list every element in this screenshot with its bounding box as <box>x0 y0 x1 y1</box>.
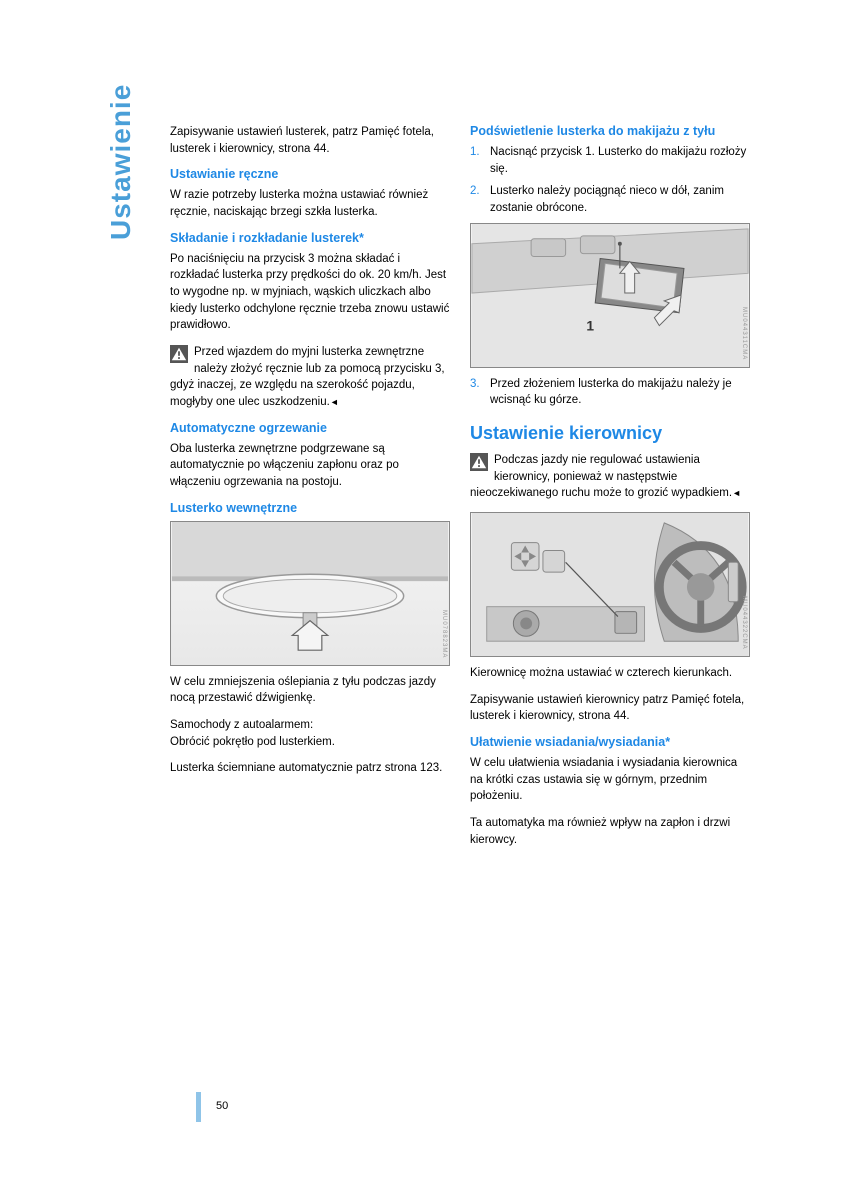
paragraph: Lusterka ściemniane automatycznie patrz … <box>170 760 450 777</box>
heading-steering-wheel: Ustawienie kierownicy <box>470 423 750 444</box>
paragraph: Oba lusterka zewnętrzne podgrzewane są a… <box>170 441 450 491</box>
list-number: 3. <box>470 376 490 409</box>
paragraph: Samochody z autoalarmem: Obrócić pokrętł… <box>170 717 450 750</box>
page-marker <box>196 1092 201 1122</box>
end-mark <box>330 396 339 408</box>
list-text: Lusterko należy pociągnąć nieco w dół, z… <box>490 183 750 216</box>
paragraph: Ta automatyka ma również wpływ na zapłon… <box>470 815 750 848</box>
list-item: 3. Przed złożeniem lusterka do makijażu … <box>470 376 750 409</box>
heading-manual-adjust: Ustawianie ręczne <box>170 167 450 181</box>
heading-folding: Składanie i rozkładanie lusterek* <box>170 231 450 245</box>
heading-auto-heating: Automatyczne ogrzewanie <box>170 421 450 435</box>
figure-vanity-mirror: 1 MU044311CMA <box>470 223 750 368</box>
intro-text: Zapisywanie ustawień lusterek, patrz Pam… <box>170 124 450 157</box>
list-item: 1. Nacisnąć przycisk 1. Lusterko do maki… <box>470 144 750 177</box>
end-mark <box>732 487 741 499</box>
list-number: 1. <box>470 144 490 177</box>
content-area: Zapisywanie ustawień lusterek, patrz Pam… <box>170 124 750 858</box>
figure-interior-mirror: MU078823MA <box>170 521 450 666</box>
paragraph: W celu zmniejszenia oślepiania z tyłu po… <box>170 674 450 707</box>
callout-label: 1 <box>586 318 594 333</box>
warning-text: Podczas jazdy nie regulować ustawienia k… <box>470 454 732 499</box>
list-number: 2. <box>470 183 490 216</box>
section-label: Ustawienie <box>105 84 137 240</box>
list-text: Nacisnąć przycisk 1. Lusterko do makijaż… <box>490 144 750 177</box>
vanity-illustration: 1 <box>471 224 749 367</box>
heading-entry-exit: Ułatwienie wsiadania/wysiadania* <box>470 735 750 749</box>
paragraph: W celu ułatwienia wsiadania i wysiadania… <box>470 755 750 805</box>
right-column: Podświetlenie lusterka do makijażu z tył… <box>470 124 750 858</box>
figure-code: MU078823MA <box>441 610 447 658</box>
paragraph: W razie potrzeby lusterka można ustawiać… <box>170 187 450 220</box>
figure-steering-wheel: MU044322CMA <box>470 512 750 657</box>
paragraph: Kierownicę można ustawiać w czterech kie… <box>470 665 750 682</box>
list-text: Przed złożeniem lusterka do makijażu nal… <box>490 376 750 409</box>
warning-text: Przed wjazdem do myjni lusterka zewnętrz… <box>170 346 445 408</box>
heading-vanity-mirror: Podświetlenie lusterka do makijażu z tył… <box>470 124 750 138</box>
list-item: 2. Lusterko należy pociągnąć nieco w dół… <box>470 183 750 216</box>
warning-note: Przed wjazdem do myjni lusterka zewnętrz… <box>170 344 450 411</box>
figure-code: MU044322CMA <box>741 596 747 650</box>
page-number: 50 <box>216 1100 228 1112</box>
warning-icon <box>470 453 488 471</box>
heading-interior-mirror: Lusterko wewnętrzne <box>170 501 450 515</box>
paragraph: Po naciśnięciu na przycisk 3 można skład… <box>170 251 450 334</box>
paragraph: Zapisywanie ustawień kierownicy patrz Pa… <box>470 692 750 725</box>
steering-illustration <box>471 513 749 656</box>
mirror-illustration <box>171 522 449 665</box>
warning-note: Podczas jazdy nie regulować ustawienia k… <box>470 452 750 502</box>
figure-code: MU044311CMA <box>741 307 747 360</box>
warning-icon <box>170 345 188 363</box>
left-column: Zapisywanie ustawień lusterek, patrz Pam… <box>170 124 450 858</box>
